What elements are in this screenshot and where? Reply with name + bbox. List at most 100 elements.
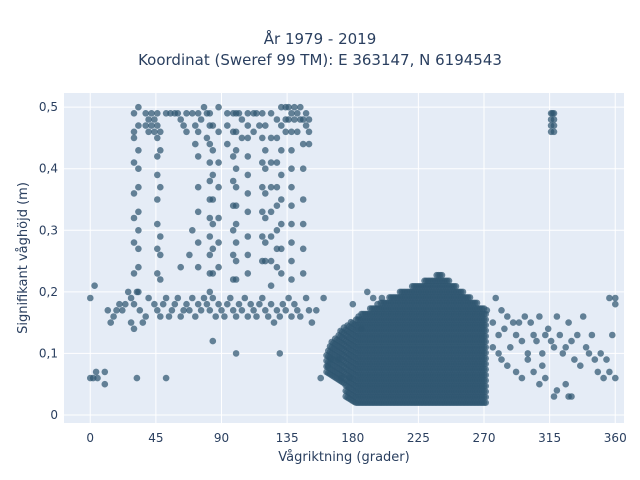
data-point	[482, 377, 490, 384]
data-point	[165, 313, 173, 320]
data-point	[482, 327, 490, 334]
data-point	[232, 147, 240, 154]
data-point	[154, 307, 161, 314]
data-point	[267, 257, 275, 265]
data-point	[279, 300, 287, 308]
y-tick-label: 0,4	[39, 162, 58, 176]
data-point	[579, 313, 587, 320]
chart-subtitle: Koordinat (Sweref 99 TM): E 363147, N 61…	[138, 51, 502, 69]
data-point	[212, 313, 219, 320]
data-point	[297, 313, 304, 320]
data-point	[299, 196, 307, 203]
data-point	[482, 338, 490, 346]
data-point	[194, 128, 202, 136]
data-point	[524, 350, 532, 357]
data-point	[562, 344, 569, 351]
data-point	[206, 214, 214, 222]
data-point	[550, 122, 558, 129]
data-point	[135, 165, 142, 172]
data-point	[247, 300, 254, 308]
data-point	[92, 368, 100, 376]
data-point	[565, 319, 572, 326]
data-point	[229, 153, 237, 160]
x-tick-label: 0	[86, 431, 94, 445]
y-axis-ticks: 0 0,1 0,2 0,3 0,4 0,5	[39, 100, 58, 422]
data-point	[612, 300, 619, 308]
data-point	[302, 294, 310, 302]
y-tick-label: 0,5	[39, 100, 58, 114]
data-point	[145, 128, 152, 136]
data-point	[206, 110, 214, 117]
data-point	[151, 128, 158, 136]
data-point	[116, 300, 123, 308]
data-point	[232, 276, 240, 283]
data-point	[609, 331, 616, 339]
x-tick-label: 90	[214, 431, 229, 445]
data-point	[264, 313, 272, 320]
data-point	[130, 159, 138, 166]
data-point	[288, 257, 295, 265]
data-point	[244, 190, 252, 197]
data-point	[294, 307, 301, 314]
data-point	[273, 202, 281, 209]
data-point	[209, 122, 217, 129]
data-point	[157, 147, 164, 154]
data-point	[110, 313, 117, 320]
data-point	[192, 122, 199, 129]
data-point	[206, 307, 214, 314]
data-point	[291, 103, 298, 111]
data-point	[135, 263, 142, 271]
data-point	[180, 122, 187, 129]
data-point	[288, 183, 295, 191]
data-point	[262, 307, 269, 314]
data-point	[527, 319, 534, 326]
data-point	[262, 239, 269, 246]
data-point	[317, 374, 325, 382]
data-point	[154, 134, 161, 142]
data-point	[489, 319, 497, 326]
data-point	[288, 276, 295, 283]
data-point	[294, 110, 301, 117]
data-point	[544, 325, 552, 333]
data-point	[157, 276, 164, 283]
data-point	[101, 380, 109, 388]
data-point	[224, 300, 231, 308]
x-tick-label: 315	[538, 431, 561, 445]
data-point	[542, 331, 549, 339]
data-point	[232, 128, 240, 136]
data-point	[512, 368, 520, 376]
data-point	[530, 331, 537, 339]
data-point	[244, 171, 252, 179]
x-axis-label: Vågriktning (grader)	[278, 450, 409, 465]
data-point	[445, 277, 453, 285]
data-point	[297, 103, 304, 111]
data-point	[273, 116, 281, 123]
data-point	[209, 171, 217, 179]
data-point	[285, 294, 292, 302]
y-tick-label: 0,3	[39, 223, 58, 237]
data-point	[256, 300, 263, 308]
data-point	[482, 310, 490, 318]
y-tick-label: 0,2	[39, 285, 58, 299]
data-point	[282, 307, 290, 314]
data-point	[151, 116, 158, 123]
data-point	[215, 183, 222, 191]
data-point	[549, 110, 556, 117]
data-point	[501, 325, 508, 333]
data-point	[135, 288, 142, 296]
data-point	[136, 307, 144, 314]
data-point	[267, 159, 275, 166]
data-point	[154, 220, 161, 228]
data-point	[612, 294, 619, 302]
data-point	[241, 294, 249, 302]
data-point	[135, 183, 142, 191]
data-point	[524, 356, 532, 363]
data-point	[177, 313, 184, 320]
data-point	[148, 122, 155, 129]
data-point	[536, 380, 543, 388]
data-point	[512, 331, 520, 339]
data-point	[495, 350, 502, 357]
data-point	[259, 294, 266, 302]
data-point	[232, 313, 240, 320]
data-point	[130, 300, 138, 308]
